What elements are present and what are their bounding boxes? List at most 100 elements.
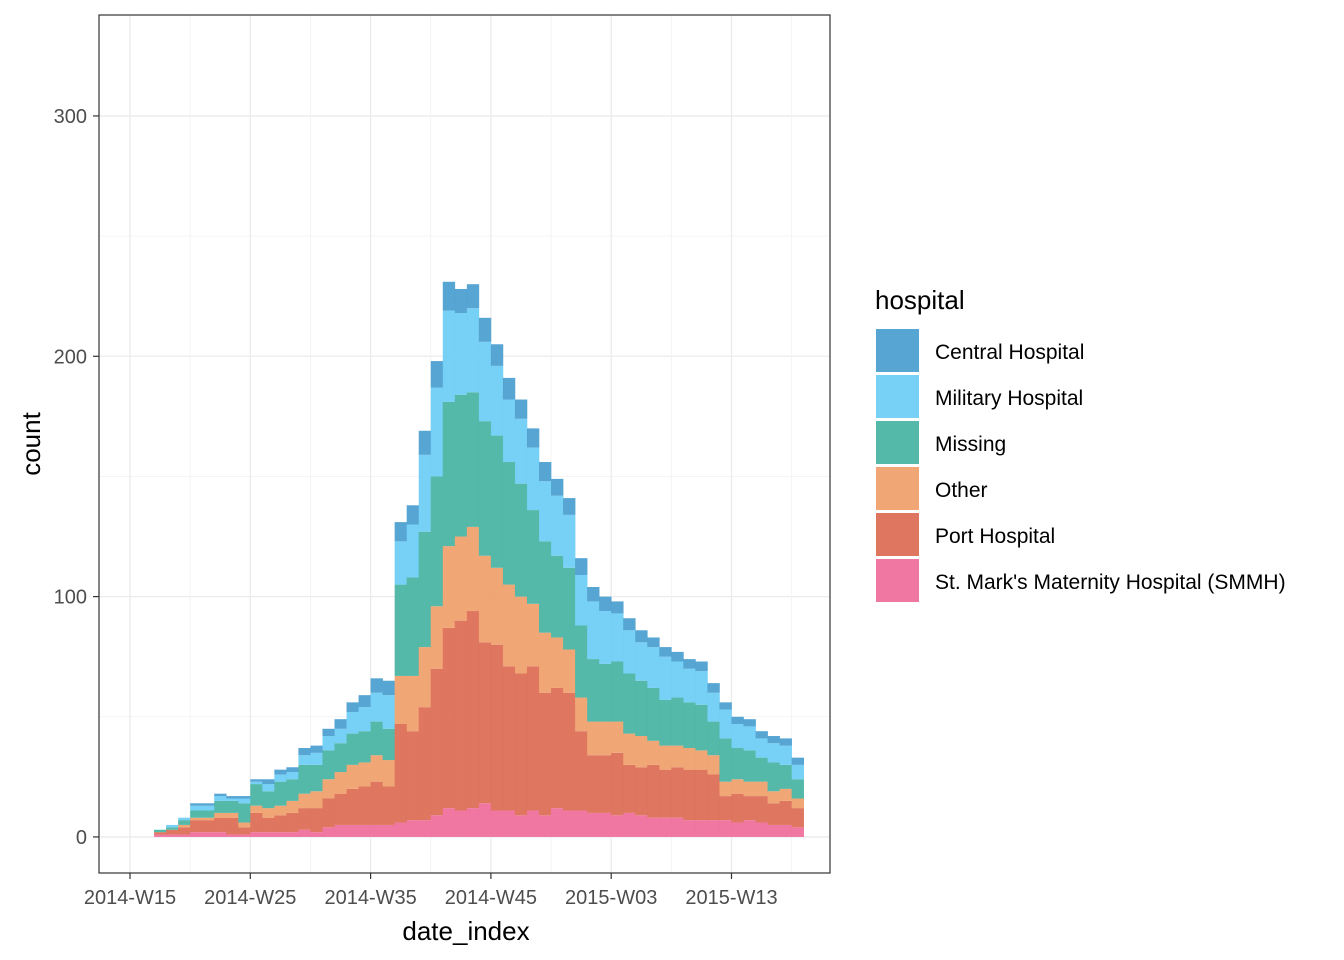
y-axis-title: count [16,411,46,475]
bar-segment-st-mark-s-maternity-hospital-smmh [587,812,600,837]
legend-title: hospital [875,285,965,315]
x-axis: 2014-W15 2014-W25 2014-W35 2014-W45 2015-W03… [84,873,778,909]
bar-segment-other [731,779,744,794]
bar-segment-central-hospital [286,767,299,773]
bar-segment-other [707,755,720,775]
legend-key-other [876,467,919,510]
bar-segment-port-hospital [791,808,804,828]
bar-segment-port-hospital [599,755,612,813]
y-axis: 0 100 200 300 [54,106,99,849]
bar-segment-missing [719,738,732,782]
bar-segment-other [575,697,588,732]
bar-segment-military-hospital [599,611,612,664]
bar-segment-central-hospital [683,659,696,669]
bar-segment-missing [178,820,191,825]
bar-segment-military-hospital [575,574,588,626]
bar-segment-port-hospital [262,817,275,833]
bar-segment-central-hospital [623,618,636,631]
bar-segment-port-hospital [707,774,720,821]
bar-segment-port-hospital [430,668,444,816]
bar-segment-missing [298,764,311,794]
bar-segment-missing [370,721,383,756]
bar-segment-central-hospital [695,661,708,672]
bar-segment-missing [671,697,684,746]
legend-label: St. Mark's Maternity Hospital (SMMH) [935,571,1286,594]
legend-key-st-mark-s-maternity-hospital-smmh [876,559,919,602]
bar-segment-central-hospital [526,428,540,448]
bar-segment-central-hospital [322,728,335,737]
bar-segment-other [382,760,395,787]
bar-segment-missing [731,748,744,780]
bar-segment-military-hospital [539,481,552,542]
bar-segment-st-mark-s-maternity-hospital-smmh [286,832,299,837]
bar-segment-military-hospital [166,824,179,828]
bar-segment-military-hospital [659,656,672,700]
bar-segment-other [551,637,564,688]
bar-segment-missing [490,435,504,568]
bar-segment-missing [791,779,804,799]
bar-segment-central-hospital [250,779,263,782]
bar-segment-st-mark-s-maternity-hospital-smmh [418,820,432,837]
legend-label: Military Hospital [935,387,1083,410]
bar-segment-missing [551,555,564,638]
bar-segment-military-hospital [322,736,335,751]
bar-segment-port-hospital [334,793,347,825]
bar-segment-missing [310,764,323,792]
bar-segment-central-hospital [647,637,660,648]
bar-segment-st-mark-s-maternity-hospital-smmh [454,810,468,837]
bar-segment-missing [767,762,780,792]
bar-segment-port-hospital [178,827,191,835]
bar-segment-military-hospital [767,743,780,763]
bar-segment-other [298,793,311,809]
bar-segment-st-mark-s-maternity-hospital-smmh [166,834,179,837]
bar-segment-other [466,526,480,612]
bar-segment-military-hospital [442,310,456,402]
bar-segment-central-hospital [502,377,516,400]
bar-segment-central-hospital [238,796,251,799]
bar-segment-central-hospital [370,678,383,693]
bar-segment-central-hospital [190,803,203,806]
bar-segment-port-hospital [755,796,768,823]
bar-segment-other [454,536,468,621]
bar-segment-port-hospital [238,827,251,835]
bar-segment-st-mark-s-maternity-hospital-smmh [178,834,191,837]
bar-segment-port-hospital [154,832,167,835]
bar-segment-central-hospital [539,462,552,482]
x-tick-label: 2014-W15 [84,887,176,909]
bar-segment-port-hospital [310,808,323,833]
bar-segment-other [514,596,528,674]
bar-segment-port-hospital [695,769,708,821]
bar-segment-missing [502,462,516,585]
bar-segment-central-hospital [454,288,468,314]
bar-segment-military-hospital [286,772,299,780]
bar-segment-central-hospital [394,522,407,542]
bar-segment-central-hospital [767,736,780,744]
bar-segment-port-hospital [767,803,780,825]
bar-segment-missing [262,791,275,809]
bar-segment-military-hospital [334,728,347,744]
bar-segment-port-hospital [406,731,420,821]
bar-segment-missing [707,721,720,756]
bar-segment-central-hospital [575,558,588,575]
bar-segment-missing [346,733,359,765]
bar-segment-military-hospital [274,774,287,782]
bar-segment-missing [779,764,792,789]
x-tick-label: 2015-W13 [685,887,777,909]
bar-segment-military-hospital [647,647,660,688]
legend-label: Central Hospital [935,341,1084,364]
bar-segment-other [418,647,432,708]
bar-segment-port-hospital [719,796,732,821]
bar-segment-st-mark-s-maternity-hospital-smmh [563,810,576,837]
bar-segment-st-mark-s-maternity-hospital-smmh [767,824,780,837]
bar-segment-military-hospital [358,707,371,732]
bar-segment-central-hospital [334,719,347,729]
bar-segment-st-mark-s-maternity-hospital-smmh [731,822,744,837]
bar-segment-missing [466,392,480,527]
y-tick-label: 0 [76,827,87,849]
bar-segment-st-mark-s-maternity-hospital-smmh [490,810,504,837]
bar-segment-missing [166,827,179,830]
bar-segment-military-hospital [791,764,804,780]
bar-segment-port-hospital [731,793,744,823]
bar-segment-st-mark-s-maternity-hospital-smmh [154,834,167,837]
